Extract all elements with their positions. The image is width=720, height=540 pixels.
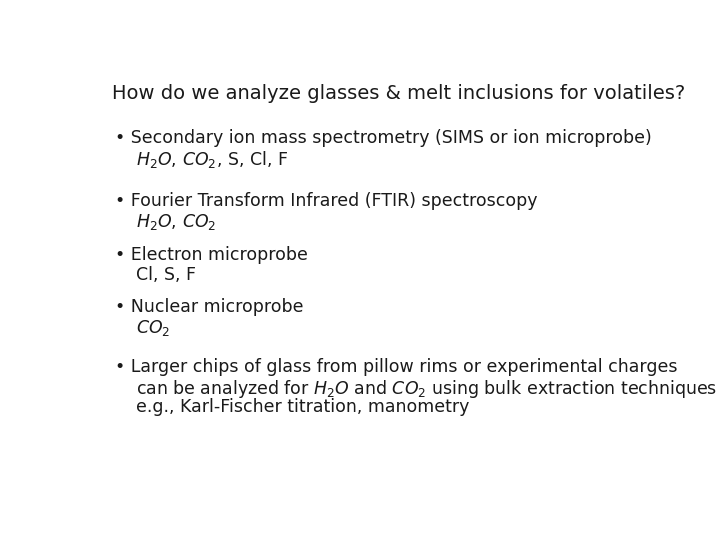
Text: • Electron microprobe: • Electron microprobe <box>115 246 308 264</box>
Text: e.g., Karl-Fischer titration, manometry: e.g., Karl-Fischer titration, manometry <box>136 398 469 416</box>
Text: • Secondary ion mass spectrometry (SIMS or ion microprobe): • Secondary ion mass spectrometry (SIMS … <box>115 129 652 147</box>
Text: • Fourier Transform Infrared (FTIR) spectroscopy: • Fourier Transform Infrared (FTIR) spec… <box>115 192 538 210</box>
Text: • Nuclear microprobe: • Nuclear microprobe <box>115 298 304 316</box>
Text: can be analyzed for $H_2O$ and $CO_2$ using bulk extraction techniques: can be analyzed for $H_2O$ and $CO_2$ us… <box>136 378 717 400</box>
Text: How do we analyze glasses & melt inclusions for volatiles?: How do we analyze glasses & melt inclusi… <box>112 84 685 103</box>
Text: Cl, S, F: Cl, S, F <box>136 266 196 284</box>
Text: $H_2O$, $CO_2$: $H_2O$, $CO_2$ <box>136 212 216 232</box>
Text: $CO_2$: $CO_2$ <box>136 318 170 338</box>
Text: $H_2O$, $CO_2$, S, Cl, F: $H_2O$, $CO_2$, S, Cl, F <box>136 149 288 170</box>
Text: • Larger chips of glass from pillow rims or experimental charges: • Larger chips of glass from pillow rims… <box>115 358 678 376</box>
